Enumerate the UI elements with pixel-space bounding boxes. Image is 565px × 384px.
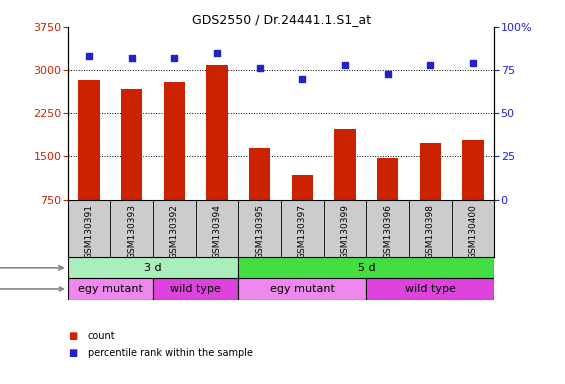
Bar: [238, 257, 494, 278]
Text: wild type: wild type: [405, 284, 456, 294]
Text: GSM130397: GSM130397: [298, 204, 307, 259]
Text: GSM130396: GSM130396: [383, 204, 392, 259]
Bar: [377, 158, 398, 200]
Bar: [238, 278, 366, 300]
Bar: [420, 143, 441, 200]
Text: wild type: wild type: [170, 284, 221, 294]
Text: egy mutant: egy mutant: [270, 284, 335, 294]
Bar: [153, 278, 238, 300]
Point: [127, 55, 136, 61]
Text: egy mutant: egy mutant: [78, 284, 143, 294]
Point: [85, 53, 94, 59]
Text: GSM130399: GSM130399: [341, 204, 350, 259]
Bar: [164, 82, 185, 200]
Bar: [367, 278, 494, 300]
Text: 3 d: 3 d: [144, 263, 162, 273]
Text: percentile rank within the sample: percentile rank within the sample: [88, 348, 253, 358]
Bar: [334, 129, 356, 200]
Point: [212, 50, 221, 56]
Text: GSM130392: GSM130392: [170, 204, 179, 259]
Bar: [462, 141, 484, 200]
Title: GDS2550 / Dr.24441.1.S1_at: GDS2550 / Dr.24441.1.S1_at: [192, 13, 371, 26]
Bar: [79, 81, 100, 200]
Text: GSM130391: GSM130391: [85, 204, 94, 259]
Text: GSM130393: GSM130393: [127, 204, 136, 259]
Text: 5 d: 5 d: [358, 263, 375, 273]
Bar: [206, 65, 228, 200]
Text: age: age: [0, 263, 63, 273]
Point: [255, 65, 264, 71]
Point: [170, 55, 179, 61]
Bar: [292, 175, 313, 200]
Bar: [68, 257, 238, 278]
Text: genotype/variation: genotype/variation: [0, 284, 63, 294]
Text: GSM130394: GSM130394: [212, 204, 221, 259]
Text: GSM130400: GSM130400: [468, 204, 477, 259]
Point: [298, 76, 307, 82]
Bar: [68, 278, 153, 300]
Text: ■: ■: [68, 331, 77, 341]
Text: GSM130395: GSM130395: [255, 204, 264, 259]
Point: [426, 62, 435, 68]
Text: GSM130398: GSM130398: [426, 204, 435, 259]
Point: [383, 71, 392, 77]
Text: ■: ■: [68, 348, 77, 358]
Bar: [121, 89, 142, 200]
Point: [341, 62, 350, 68]
Text: count: count: [88, 331, 115, 341]
Bar: [249, 149, 271, 200]
Point: [468, 60, 477, 66]
